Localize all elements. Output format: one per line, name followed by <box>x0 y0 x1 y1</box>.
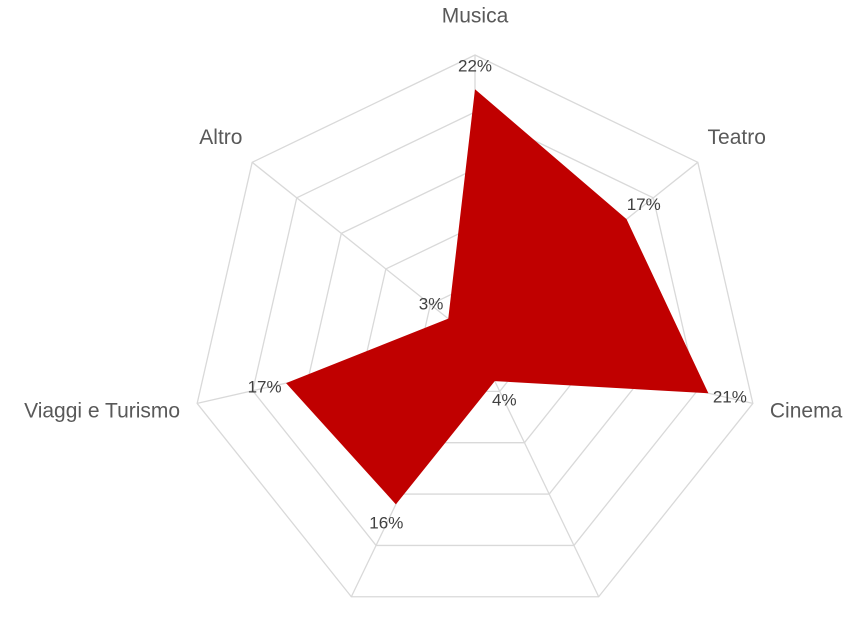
value-label: 21% <box>713 388 747 407</box>
grid-ring <box>196 54 754 598</box>
grid-ring <box>252 111 698 547</box>
category-label: Viaggi e Turismo <box>24 399 180 422</box>
category-label: Cinema <box>770 399 843 422</box>
category-label: Altro <box>199 126 242 149</box>
value-label: 3% <box>419 294 444 313</box>
category-label: Teatro <box>708 126 766 149</box>
spoke <box>474 339 600 598</box>
value-label: 4% <box>492 390 517 409</box>
radar-area <box>286 89 709 505</box>
value-label: 17% <box>627 195 661 214</box>
value-label: 22% <box>458 57 492 76</box>
category-label: Musica <box>442 5 509 28</box>
value-label: 16% <box>369 514 403 533</box>
value-label: 17% <box>248 378 282 397</box>
spoke <box>251 161 476 341</box>
